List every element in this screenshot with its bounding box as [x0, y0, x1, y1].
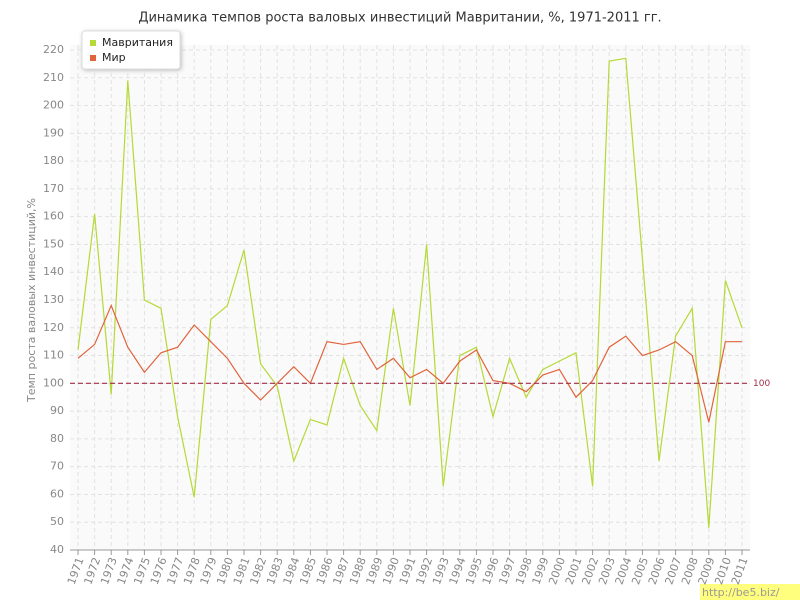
y-tick-label: 160 [43, 210, 64, 223]
watermark: http://be5.biz/ [702, 586, 780, 599]
y-tick-label: 170 [43, 182, 64, 195]
y-tick-label: 180 [43, 154, 64, 167]
y-tick-label: 40 [50, 543, 64, 556]
y-tick-label: 90 [50, 404, 64, 417]
y-tick-label: 80 [50, 432, 64, 445]
y-tick-label: 60 [50, 487, 64, 500]
chart-title: Динамика темпов роста валовых инвестиций… [138, 11, 661, 26]
series-line [77, 57, 743, 528]
y-tick-label: 190 [43, 126, 64, 139]
y-tick-label: 220 [43, 43, 64, 56]
y-tick-label: 120 [43, 321, 64, 334]
legend-box [81, 30, 181, 70]
y-tick-label: 110 [43, 349, 64, 362]
legend-swatch [90, 40, 96, 46]
y-axis-label: Темп роста валовых инвестиций,% [25, 198, 38, 403]
y-tick-label: 200 [43, 99, 64, 112]
watermark-bg [700, 584, 800, 600]
series-line [77, 303, 742, 423]
legend-label: Мир [102, 51, 126, 64]
y-tick-label: 140 [43, 265, 64, 278]
legend-swatch [90, 55, 96, 61]
reference-label: 100 [753, 379, 770, 389]
y-tick-label: 70 [50, 460, 64, 473]
y-tick-label: 150 [43, 237, 64, 250]
y-tick-label: 130 [43, 293, 64, 306]
y-tick-label: 210 [43, 71, 64, 84]
y-tick-label: 100 [43, 376, 64, 389]
y-tick-label: 50 [50, 515, 64, 528]
legend-label: Мавритания [102, 36, 173, 49]
